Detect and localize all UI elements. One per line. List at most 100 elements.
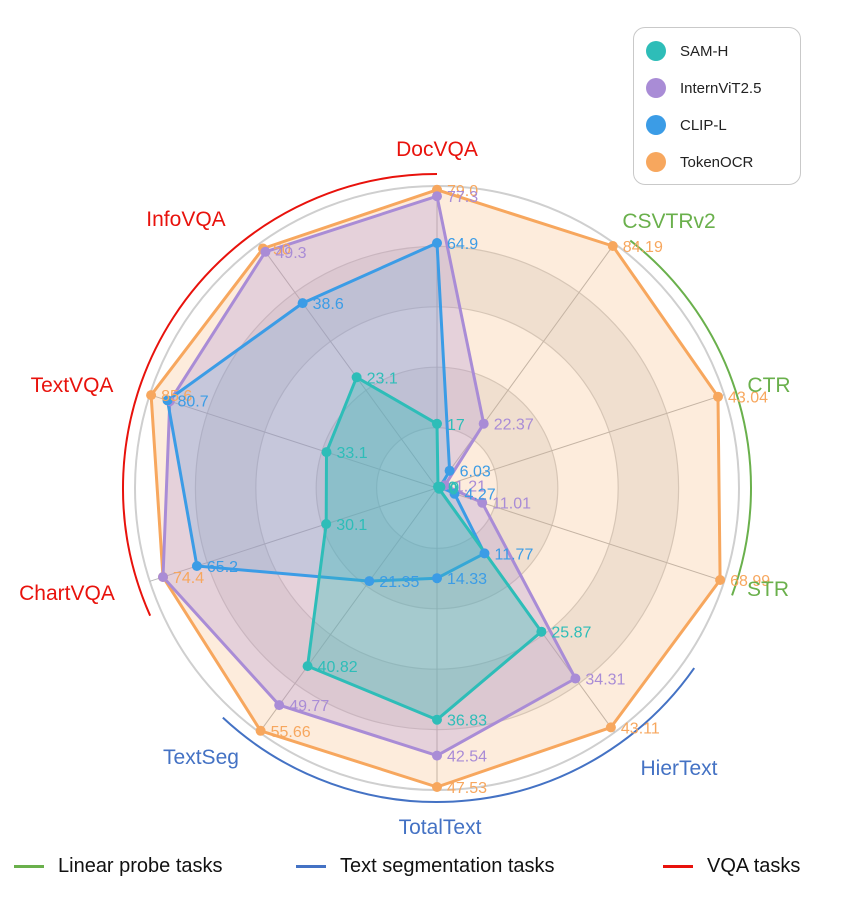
group-legend-vqa-line [663, 865, 693, 868]
legend-swatch-sam-h [646, 41, 666, 61]
data-label-sam-h-hiertext: 25.87 [551, 625, 591, 642]
data-label-tokenocr-csvtrv2: 84.19 [623, 239, 663, 256]
data-point-tokenocr-hiertext [605, 722, 616, 733]
axis-label-chartvqa: ChartVQA [19, 582, 115, 605]
data-point-tokenocr-textseg [255, 725, 266, 736]
data-point-clip-l-str [449, 488, 460, 499]
data-point-clip-l-csvtrv2 [444, 465, 455, 476]
data-point-tokenocr-textvqa [146, 390, 157, 401]
data-point-clip-l-docvqa [432, 238, 442, 248]
data-label-internvit2-5-str: 11.01 [492, 496, 531, 513]
data-label-sam-h-ctr: 0 [450, 480, 459, 497]
legend-item-clip-l[interactable]: CLIP-L [646, 114, 727, 136]
data-point-internvit2-5-chartvqa [158, 572, 168, 582]
legend-label-sam-h: SAM-H [680, 42, 729, 60]
data-label-tokenocr-infovqa: 50 [273, 242, 291, 259]
data-label-internvit2-5-infovqa: 49.3 [275, 245, 306, 262]
legend-item-sam-h[interactable]: SAM-H [646, 40, 728, 62]
spoke-infovqa [259, 243, 438, 489]
legend-label-tokenocr: TokenOCR [680, 153, 754, 171]
data-label-tokenocr-ctr: 43.04 [728, 390, 768, 407]
data-label-clip-l-chartvqa: 65.2 [207, 559, 238, 576]
axis-label-ctr: CTR [747, 374, 790, 397]
data-point-internvit2-5-docvqa [432, 191, 442, 202]
data-point-clip-l-chartvqa [191, 561, 202, 571]
data-point-sam-h-textvqa [321, 447, 332, 458]
data-label-sam-h-csvtrv2: 0 [448, 480, 457, 497]
data-label-tokenocr-textseg: 55.66 [271, 724, 311, 741]
axis-label-hiertext: HierText [640, 757, 717, 780]
data-label-clip-l-str: 4.27 [465, 487, 496, 504]
data-point-sam-h-str [434, 483, 445, 494]
spoke-csvtrv2 [436, 243, 615, 489]
legend-item-internvit[interactable]: InternViT2.5 [646, 77, 761, 99]
legend-label-clip-l: CLIP-L [680, 116, 727, 134]
data-label-tokenocr-chartvqa: 74.4 [173, 570, 204, 587]
legend-label-internvit: InternViT2.5 [680, 79, 762, 97]
data-point-sam-h-hiertext [536, 626, 547, 637]
data-label-tokenocr-str: 68.99 [730, 573, 770, 590]
group-legend-linear: Linear probe tasks [14, 855, 223, 878]
spoke-textseg [259, 487, 438, 733]
data-label-clip-l-textseg: 21.35 [379, 574, 419, 591]
series-legend: SAM-H InternViT2.5 CLIP-L TokenOCR [633, 27, 801, 185]
data-point-sam-h-chartvqa [321, 519, 332, 529]
data-label-tokenocr-docvqa: 79.0 [447, 183, 478, 200]
data-label-clip-l-docvqa: 64.9 [447, 236, 478, 253]
legend-swatch-internvit [646, 78, 666, 98]
data-label-internvit2-5-textseg: 49.77 [289, 698, 329, 715]
legend-swatch-clip-l [646, 115, 666, 135]
spoke-textvqa [149, 394, 438, 489]
data-label-internvit2-5-totaltext: 42.54 [447, 749, 487, 766]
group-arc-linear [629, 239, 752, 596]
data-point-sam-h-infovqa [351, 372, 362, 383]
data-point-clip-l-textvqa [162, 395, 173, 406]
axis-label-docvqa: DocVQA [396, 138, 478, 161]
data-point-sam-h-docvqa [432, 418, 442, 429]
data-label-internvit2-5-ctr: 1.21 [455, 478, 486, 495]
data-label-tokenocr-totaltext: 47.53 [447, 780, 487, 797]
data-label-sam-h-str: 0 [449, 482, 458, 499]
group-legend-seg-label: Text segmentation tasks [340, 855, 555, 877]
data-label-clip-l-totaltext: 14.33 [447, 571, 487, 588]
legend-item-tokenocr[interactable]: TokenOCR [646, 151, 753, 173]
data-point-tokenocr-totaltext [432, 782, 442, 792]
data-label-sam-h-textseg: 40.82 [318, 659, 358, 676]
data-label-sam-h-textvqa: 33.1 [337, 445, 368, 462]
axis-label-totaltext: TotalText [399, 816, 482, 839]
data-label-sam-h-docvqa: 17 [447, 417, 465, 434]
data-label-sam-h-infovqa: 23.1 [367, 370, 398, 387]
axis-label-csvtrv2: CSVTRv2 [622, 210, 715, 233]
data-point-clip-l-textseg [364, 576, 375, 587]
axis-label-textvqa: TextVQA [31, 374, 114, 397]
data-point-clip-l-infovqa [297, 298, 308, 309]
axis-label-infovqa: InfoVQA [146, 208, 225, 231]
data-point-internvit2-5-textseg [274, 700, 285, 711]
group-legend-linear-line [14, 865, 44, 868]
group-arc-seg [222, 667, 696, 803]
data-label-internvit2-5-docvqa: 77.3 [447, 189, 478, 206]
data-point-sam-h-totaltext [432, 714, 442, 725]
group-legend-seg-line [296, 865, 326, 868]
group-legend-vqa: VQA tasks [663, 855, 800, 878]
axis-label-textseg: TextSeg [163, 746, 239, 769]
group-legend-vqa-label: VQA tasks [707, 855, 801, 877]
group-arc-vqa [122, 173, 438, 617]
data-point-sam-h-textseg [302, 661, 313, 672]
data-point-tokenocr-csvtrv2 [607, 241, 618, 251]
data-label-clip-l-hiertext: 11.77 [495, 546, 534, 563]
data-label-sam-h-totaltext: 36.83 [447, 713, 487, 730]
group-legend-seg: Text segmentation tasks [296, 855, 555, 878]
data-point-internvit2-5-csvtrv2 [478, 418, 489, 429]
data-label-tokenocr-hiertext: 43.11 [621, 720, 660, 737]
data-point-internvit2-5-totaltext [432, 750, 442, 761]
data-label-internvit2-5-csvtrv2: 22.37 [494, 417, 534, 434]
group-legend-linear-label: Linear probe tasks [58, 855, 223, 877]
data-label-clip-l-csvtrv2: 6.03 [460, 464, 491, 481]
legend-swatch-tokenocr [646, 152, 666, 172]
data-point-internvit2-5-str [477, 497, 488, 508]
data-label-sam-h-chartvqa: 30.1 [336, 517, 367, 534]
data-point-internvit2-5-hiertext [570, 673, 581, 684]
data-point-tokenocr-str [715, 575, 726, 585]
